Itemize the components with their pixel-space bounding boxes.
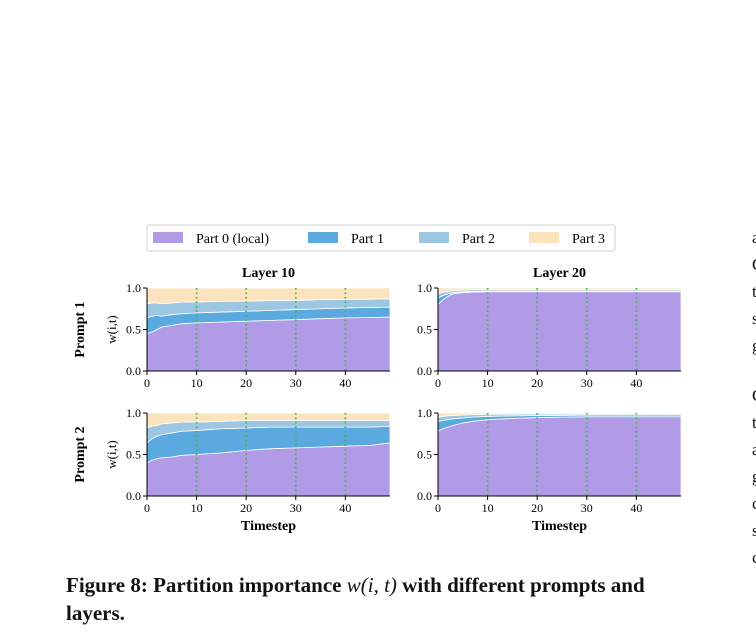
row-label: Prompt 2 xyxy=(73,426,88,482)
side-text-letter: t xyxy=(752,413,756,432)
legend-label: Part 2 xyxy=(462,232,495,247)
x-tick-label: 30 xyxy=(581,501,593,515)
y-tick-label: 0.5 xyxy=(417,448,432,462)
side-text-letter: s xyxy=(752,521,756,540)
legend-label: Part 0 (local) xyxy=(196,232,269,247)
y-tick-label: 0.0 xyxy=(126,364,141,378)
y-tick-label: 1.0 xyxy=(417,281,432,295)
x-tick-label: 40 xyxy=(339,501,351,515)
legend-label: Part 3 xyxy=(572,232,605,247)
x-tick-label: 20 xyxy=(240,501,252,515)
x-tick-label: 40 xyxy=(630,501,642,515)
y-tick-label: 1.0 xyxy=(417,406,432,420)
y-tick-label: 0.5 xyxy=(417,323,432,337)
y-tick-label: 1.0 xyxy=(126,281,141,295)
area-part-3 xyxy=(146,287,391,305)
side-text-letter: C xyxy=(752,382,756,409)
caption-suffix: with different prompts and layers. xyxy=(66,573,645,625)
caption-math: w(i, t) xyxy=(346,573,397,597)
side-text-letter: t xyxy=(752,282,756,301)
x-tick-label: 10 xyxy=(191,376,203,390)
x-tick-label: 20 xyxy=(240,376,252,390)
legend-swatch xyxy=(153,232,183,243)
x-tick-label: 0 xyxy=(435,376,441,390)
x-tick-label: 20 xyxy=(531,501,543,515)
y-axis-label: w(i,t) xyxy=(104,440,119,469)
y-tick-label: 0.0 xyxy=(126,489,141,503)
x-tick-label: 0 xyxy=(144,501,150,515)
side-text-letter: a xyxy=(752,228,756,247)
area-part-3 xyxy=(146,412,391,429)
x-axis-label: Timestep xyxy=(532,519,587,534)
side-text-letter: g xyxy=(752,332,756,359)
x-tick-label: 30 xyxy=(290,376,302,390)
side-text-letter: C xyxy=(752,251,756,278)
y-tick-label: 1.0 xyxy=(126,406,141,420)
panel: 0.0 0.5 1.0 0 10 20 30 40 Timestep xyxy=(417,406,682,534)
legend-frame xyxy=(146,224,616,252)
x-tick-label: 0 xyxy=(435,501,441,515)
x-tick-label: 30 xyxy=(290,501,302,515)
panel: 0.0 0.5 1.0 0 10 20 30 40 w(i,t) xyxy=(104,281,391,390)
area-part-3 xyxy=(437,287,682,295)
area-part-3 xyxy=(437,412,682,418)
area-part-0-local xyxy=(437,291,682,372)
side-text-letter: a xyxy=(752,440,756,459)
y-tick-label: 0.0 xyxy=(417,364,432,378)
y-tick-label: 0.5 xyxy=(126,323,141,337)
side-text-letter: c xyxy=(752,494,756,513)
legend: Part 0 (local) Part 1 Part 2 Part 3 xyxy=(146,224,616,252)
legend-swatch xyxy=(419,232,449,243)
figure-caption: Figure 8: Partition importance w(i, t) w… xyxy=(66,571,706,627)
y-tick-label: 0.5 xyxy=(126,448,141,462)
x-tick-label: 10 xyxy=(482,501,494,515)
x-tick-label: 0 xyxy=(144,376,150,390)
figure-chart: Part 0 (local) Part 1 Part 2 Part 3 Layer 10… xyxy=(73,224,682,534)
area-part-0-local xyxy=(146,316,391,372)
side-text-letter: s xyxy=(752,309,756,328)
row-label: Prompt 1 xyxy=(73,301,88,357)
y-tick-label: 0.0 xyxy=(417,489,432,503)
x-tick-label: 40 xyxy=(339,376,351,390)
side-text-letter: c xyxy=(752,548,756,567)
y-axis-label: w(i,t) xyxy=(104,315,119,344)
x-axis-label: Timestep xyxy=(241,519,296,534)
x-tick-label: 10 xyxy=(482,376,494,390)
legend-swatch xyxy=(308,232,338,243)
x-tick-label: 30 xyxy=(581,376,593,390)
panel-title: Layer 20 xyxy=(533,266,586,281)
x-tick-label: 20 xyxy=(531,376,543,390)
caption-prefix: Figure 8: Partition importance xyxy=(66,573,347,597)
panel: 0.0 0.5 1.0 0 10 20 30 40 xyxy=(417,281,682,390)
legend-label: Part 1 xyxy=(351,232,384,247)
legend-swatch xyxy=(529,232,559,243)
panel-title: Layer 10 xyxy=(242,266,295,281)
panel: 0.0 0.5 1.0 0 10 20 30 40 w(i,t) Timestep xyxy=(104,406,391,534)
area-part-0-local xyxy=(437,416,682,497)
side-text-letter: g xyxy=(752,463,756,490)
x-tick-label: 40 xyxy=(630,376,642,390)
x-tick-label: 10 xyxy=(191,501,203,515)
